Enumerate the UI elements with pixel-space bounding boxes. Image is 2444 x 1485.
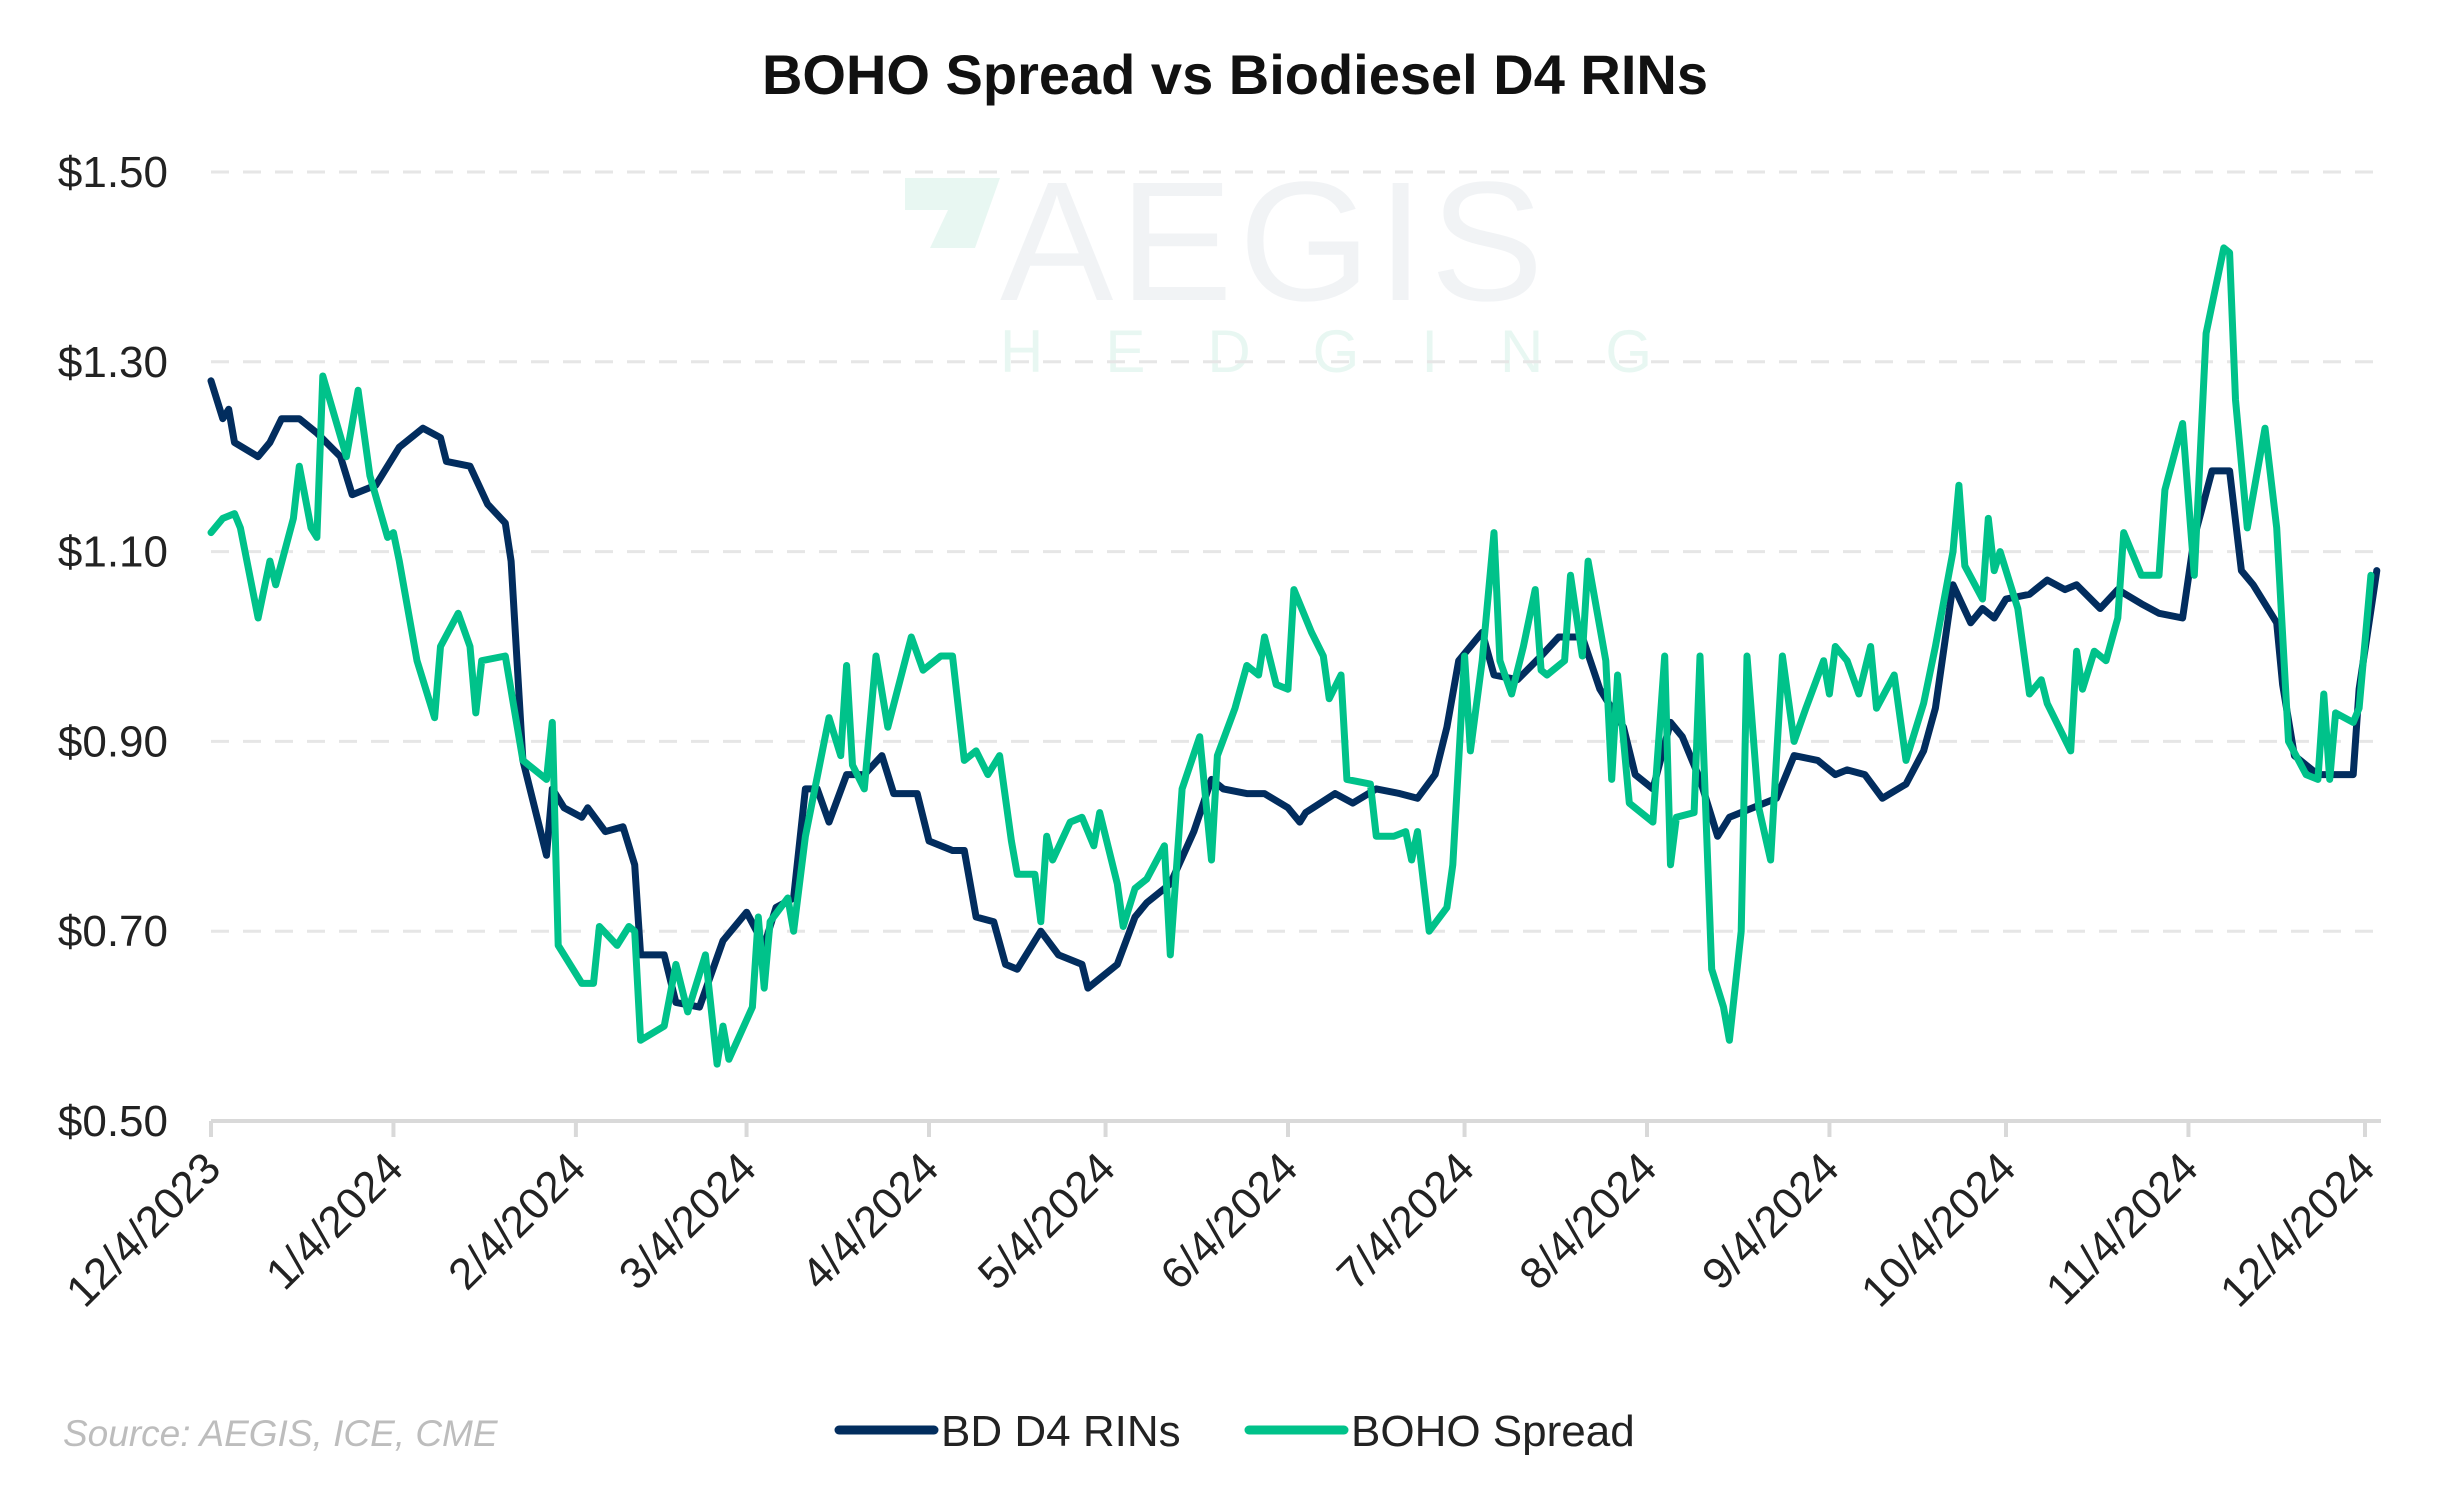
y-tick-label: $0.70 [58, 907, 168, 956]
y-tick-label: $0.50 [58, 1097, 168, 1146]
x-axis: 12/4/2023 1/4/2024 2/4/2024 3/4/2024 4/4/202… [57, 1119, 2384, 1316]
svg-text:HEDGING: HEDGING [1000, 318, 1714, 385]
x-tick-label: 7/4/2024 [1328, 1143, 1484, 1299]
y-tick-label: $1.50 [58, 148, 168, 197]
x-tick-label: 12/4/2024 [2211, 1143, 2384, 1316]
x-tick-label: 1/4/2024 [257, 1143, 413, 1299]
series-line-boho-spread [207, 244, 2375, 1068]
y-axis: $0.50 $0.70 $0.90 $1.10 $1.30 $1.50 [58, 148, 168, 1146]
y-tick-label: $0.90 [58, 717, 168, 766]
x-tick-label: 2/4/2024 [439, 1143, 595, 1299]
svg-text:AEGIS: AEGIS [1000, 147, 1550, 337]
source-note: Source: AEGIS, ICE, CME [63, 1413, 499, 1454]
aegis-hedging-watermark-logo: AEGIS HEDGING [905, 147, 1714, 385]
y-tick-label: $1.30 [58, 338, 168, 387]
x-tick-label: 10/4/2024 [1852, 1143, 2025, 1316]
x-tick-label: 12/4/2023 [57, 1143, 230, 1316]
x-tick-label: 9/4/2024 [1693, 1143, 1849, 1299]
x-tick-label: 8/4/2024 [1510, 1143, 1666, 1299]
x-tick-label: 4/4/2024 [792, 1143, 948, 1299]
series-line-bd-d4-rins [207, 377, 2381, 1011]
series-lines [207, 244, 2381, 1068]
chart-title: BOHO Spread vs Biodiesel D4 RINs [762, 43, 1708, 106]
x-tick-label: 6/4/2024 [1151, 1143, 1307, 1299]
x-tick-label: 5/4/2024 [969, 1143, 1125, 1299]
legend: BD D4 RINs BOHO Spread [834, 1407, 1635, 1456]
gridlines [211, 170, 2381, 933]
x-tick-label: 3/4/2024 [610, 1143, 766, 1299]
y-tick-label: $1.10 [58, 528, 168, 577]
legend-label: BOHO Spread [1351, 1407, 1635, 1456]
x-tick-label: 11/4/2024 [2037, 1143, 2208, 1314]
legend-label: BD D4 RINs [941, 1407, 1181, 1456]
